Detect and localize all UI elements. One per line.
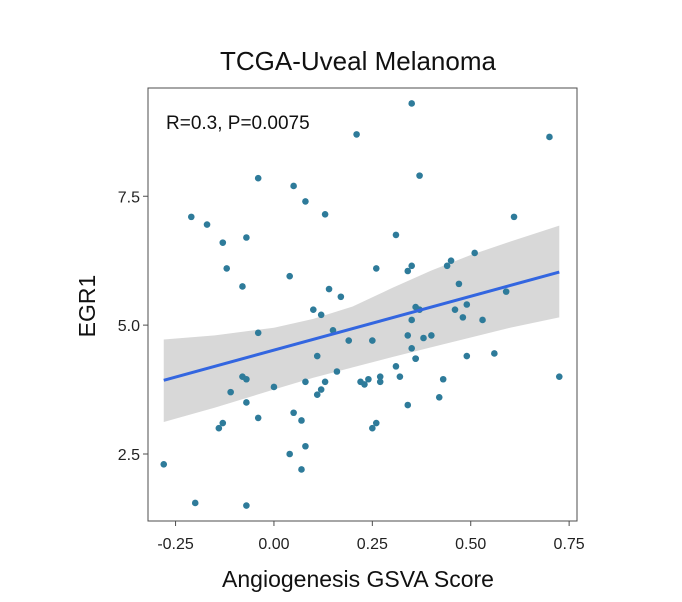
- data-point: [223, 265, 231, 272]
- x-tick-label: 0.00: [258, 536, 289, 553]
- data-point: [286, 450, 293, 458]
- data-points: [160, 100, 563, 509]
- data-point: [254, 329, 262, 337]
- data-point: [491, 350, 498, 357]
- data-point: [510, 213, 518, 221]
- data-point: [369, 337, 376, 344]
- data-point: [302, 198, 309, 205]
- data-point: [408, 100, 415, 107]
- data-point: [404, 332, 412, 339]
- data-point: [298, 417, 305, 424]
- data-point: [337, 293, 345, 301]
- data-point: [479, 316, 486, 324]
- data-point: [408, 345, 415, 352]
- y-tick-label: 2.5: [118, 447, 140, 464]
- data-point: [353, 131, 360, 138]
- y-axis-ticks: 2.5 5.0 7.5: [118, 189, 148, 464]
- data-point: [310, 306, 317, 313]
- data-point: [372, 265, 380, 272]
- data-point: [404, 401, 412, 409]
- data-point: [203, 221, 211, 228]
- data-point: [408, 262, 415, 270]
- data-point: [321, 210, 329, 218]
- data-point: [408, 316, 415, 324]
- regression-line: [163, 270, 560, 382]
- data-point: [286, 272, 293, 280]
- data-point: [369, 424, 376, 432]
- data-point: [435, 393, 443, 401]
- data-point: [215, 424, 223, 432]
- data-point: [365, 375, 372, 383]
- data-point: [313, 391, 321, 399]
- confidence-band: [163, 225, 560, 423]
- data-point: [451, 306, 459, 313]
- plot-area: [160, 100, 563, 509]
- x-tick-label: 0.25: [357, 536, 388, 553]
- data-point: [290, 409, 297, 417]
- y-tick-label: 5.0: [118, 318, 140, 335]
- y-axis-title: EGR1: [74, 275, 100, 338]
- data-point: [219, 419, 227, 427]
- data-point: [313, 352, 321, 360]
- data-point: [447, 257, 455, 264]
- data-point: [420, 334, 427, 342]
- x-axis-ticks: -0.25 0.00 0.25 0.50 0.75: [157, 521, 585, 553]
- data-point: [302, 378, 309, 386]
- correlation-annotation: R=0.3, P=0.0075: [166, 113, 310, 134]
- data-point: [555, 373, 563, 380]
- data-point: [463, 352, 471, 360]
- data-point: [290, 182, 297, 190]
- data-point: [243, 234, 250, 241]
- data-point: [160, 460, 168, 468]
- data-point: [325, 285, 333, 293]
- data-point: [428, 332, 435, 339]
- x-axis-title: Angiogenesis GSVA Score: [222, 566, 494, 592]
- data-point: [443, 262, 451, 270]
- x-tick-label: -0.25: [157, 536, 194, 553]
- data-point: [239, 283, 246, 290]
- data-point: [463, 301, 471, 308]
- data-point: [317, 311, 325, 319]
- data-point: [191, 499, 199, 507]
- data-point: [329, 326, 337, 334]
- x-tick-label: 0.75: [554, 536, 585, 553]
- plot-frame: [147, 87, 578, 522]
- data-point: [317, 386, 325, 393]
- data-point: [455, 280, 463, 288]
- data-point: [412, 355, 419, 362]
- data-point: [254, 414, 262, 422]
- data-point: [219, 239, 227, 246]
- data-point: [243, 502, 250, 509]
- y-tick-label: 7.5: [118, 189, 140, 206]
- data-point: [227, 388, 234, 396]
- data-point: [333, 368, 341, 375]
- data-point: [302, 442, 309, 450]
- data-point: [546, 133, 553, 141]
- data-point: [298, 466, 305, 473]
- data-point: [376, 378, 384, 386]
- data-point: [345, 337, 353, 344]
- data-point: [361, 381, 368, 388]
- data-point: [392, 363, 400, 370]
- chart-title: TCGA-Uveal Melanoma: [220, 46, 497, 76]
- data-point: [270, 383, 278, 391]
- x-tick-label: 0.50: [455, 536, 486, 553]
- data-point: [243, 375, 250, 383]
- data-point: [321, 378, 329, 386]
- data-point: [459, 314, 467, 321]
- data-point: [243, 399, 250, 406]
- data-point: [471, 249, 478, 257]
- data-point: [502, 288, 510, 295]
- data-point: [254, 174, 262, 182]
- data-point: [392, 231, 400, 239]
- data-point: [376, 373, 384, 380]
- data-point: [416, 172, 423, 179]
- data-point: [439, 375, 447, 383]
- data-point: [372, 419, 380, 427]
- data-point: [404, 267, 412, 275]
- data-point: [396, 373, 404, 380]
- data-point: [187, 213, 195, 221]
